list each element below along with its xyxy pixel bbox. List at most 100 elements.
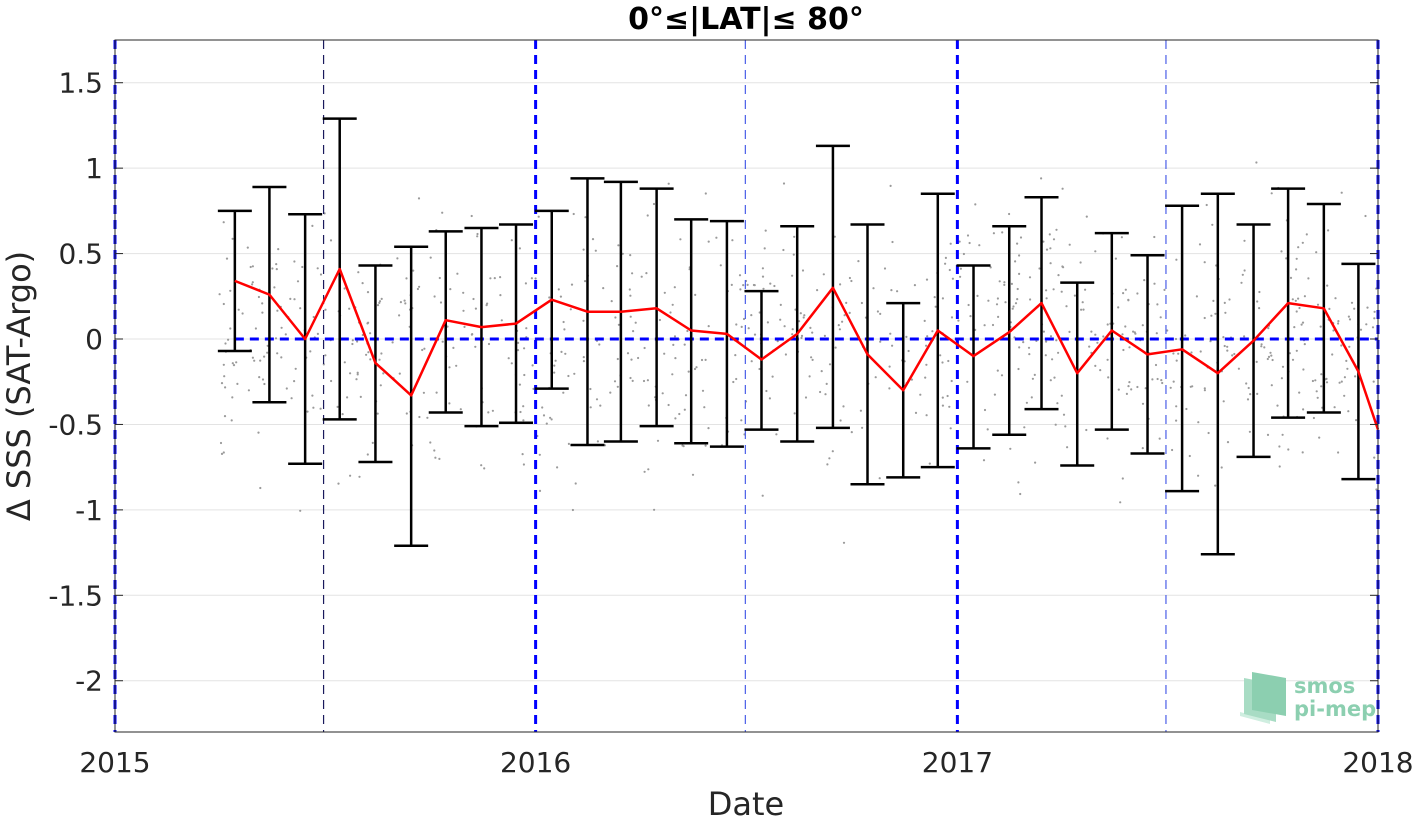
scatter-point xyxy=(1128,346,1131,349)
scatter-point xyxy=(418,415,421,419)
scatter-point xyxy=(1247,386,1250,390)
scatter-point xyxy=(224,386,227,389)
scatter-point xyxy=(1107,376,1110,379)
scatter-point xyxy=(319,407,322,410)
scatter-point xyxy=(779,318,782,321)
scatter-point xyxy=(1094,250,1097,253)
scatter-point xyxy=(423,347,426,350)
scatter-point xyxy=(1298,391,1301,394)
scatter-point xyxy=(740,325,743,328)
scatter-point xyxy=(783,325,786,328)
scatter-point xyxy=(1195,295,1198,298)
scatter-point xyxy=(1003,283,1006,286)
scatter-point xyxy=(761,494,764,497)
scatter-point xyxy=(1278,465,1281,468)
scatter-point xyxy=(599,404,602,407)
scatter-point xyxy=(584,216,587,219)
scatter-point xyxy=(522,463,526,466)
scatter-point xyxy=(1207,431,1210,435)
scatter-point xyxy=(1141,324,1144,327)
scatter-point xyxy=(1169,386,1172,389)
scatter-point xyxy=(582,319,585,322)
scatter-point xyxy=(793,235,796,238)
scatter-point xyxy=(476,232,479,236)
scatter-point xyxy=(1210,314,1213,317)
scatter-point xyxy=(1102,335,1105,338)
scatter-point xyxy=(1205,203,1208,207)
scatter-point xyxy=(1295,349,1298,352)
scatter-point xyxy=(771,375,774,378)
scatter-point xyxy=(740,419,743,422)
scatter-point xyxy=(1220,466,1223,469)
scatter-point xyxy=(1127,298,1130,301)
scatter-point xyxy=(534,277,537,280)
scatter-point xyxy=(962,252,966,256)
scatter-point xyxy=(1121,333,1124,336)
scatter-point xyxy=(1197,474,1200,477)
scatter-point xyxy=(349,372,352,375)
scatter-point xyxy=(1117,306,1120,309)
scatter-point xyxy=(1060,394,1063,397)
scatter-point xyxy=(1066,446,1069,449)
scatter-point xyxy=(261,378,265,381)
scatter-point xyxy=(433,449,436,452)
scatter-point xyxy=(582,248,585,251)
scatter-point xyxy=(1127,385,1130,388)
scatter-point xyxy=(1099,369,1102,372)
scatter-point xyxy=(616,385,619,388)
scatter-point xyxy=(329,239,333,242)
scatter-point xyxy=(782,248,785,252)
scatter-point xyxy=(1256,392,1259,395)
scatter-point xyxy=(801,269,805,272)
scatter-point xyxy=(275,268,278,271)
scatter-point xyxy=(616,357,619,361)
scatter-point xyxy=(998,280,1001,283)
scatter-point xyxy=(1373,310,1376,313)
scatter-point xyxy=(850,279,853,283)
scatter-point xyxy=(1081,301,1084,304)
scatter-point xyxy=(487,411,490,414)
scatter-point xyxy=(1117,388,1120,391)
scatter-point xyxy=(1203,261,1206,264)
scatter-point xyxy=(646,214,649,217)
scatter-point xyxy=(1054,423,1057,426)
scatter-point xyxy=(1027,346,1031,349)
scatter-point xyxy=(545,422,548,425)
scatter-point xyxy=(1001,231,1004,234)
scatter-point xyxy=(637,356,640,360)
scatter-point xyxy=(1003,281,1006,284)
scatter-point xyxy=(1016,242,1019,245)
scatter-point xyxy=(959,267,963,270)
scatter-point xyxy=(1085,428,1088,432)
scatter-point xyxy=(358,475,361,478)
scatter-point xyxy=(1156,377,1159,381)
scatter-point xyxy=(324,308,327,311)
scatter-point xyxy=(405,412,408,415)
scatter-point xyxy=(449,288,452,291)
scatter-point xyxy=(277,248,280,251)
scatter-point xyxy=(309,350,312,353)
scatter-point xyxy=(753,333,757,336)
scatter-point xyxy=(1337,322,1340,325)
scatter-point xyxy=(549,416,552,419)
scatter-point xyxy=(1049,379,1052,382)
scatter-point xyxy=(523,373,526,377)
scatter-point xyxy=(1106,358,1109,361)
scatter-point xyxy=(1303,295,1306,298)
scatter-point xyxy=(747,327,750,330)
scatter-point xyxy=(834,346,837,349)
scatter-point xyxy=(1266,357,1269,361)
scatter-point xyxy=(471,333,474,336)
plot-frame xyxy=(114,39,1379,733)
scatter-points xyxy=(218,161,1378,544)
scatter-point xyxy=(905,335,908,338)
scatter-point xyxy=(1325,377,1328,380)
scatter-point xyxy=(1084,288,1087,291)
scatter-point xyxy=(251,283,254,286)
scatter-point xyxy=(1373,317,1376,320)
scatter-point xyxy=(472,297,475,301)
scatter-point xyxy=(570,283,574,286)
scatter-point xyxy=(1184,334,1187,337)
scatter-point xyxy=(517,341,520,344)
scatter-point xyxy=(742,317,746,321)
